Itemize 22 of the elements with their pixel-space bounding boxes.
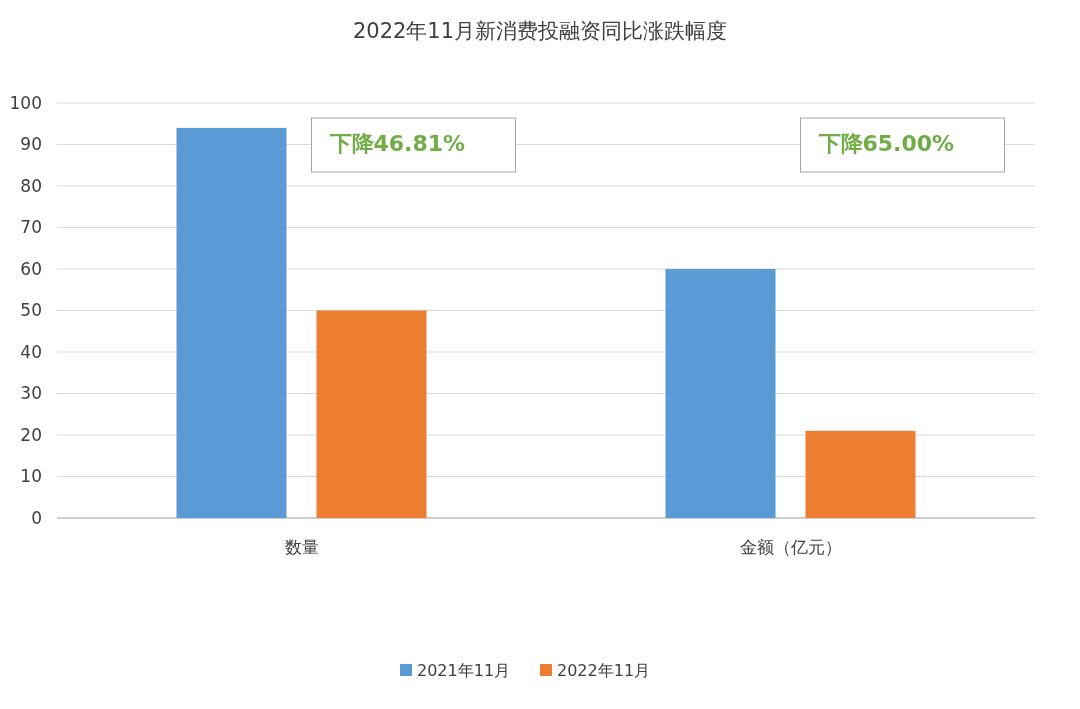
- annotation: 下降46.81%: [328, 131, 466, 156]
- annotation: 下降65.00%: [817, 131, 955, 156]
- chart-title: 2022年11月新消费投融资同比涨跌幅度: [352, 19, 728, 43]
- y-tick-label: 70: [20, 217, 42, 238]
- y-tick-label: 0: [31, 507, 42, 528]
- y-tick-label: 100: [9, 92, 42, 113]
- bar: [805, 430, 916, 518]
- y-tick-label: 50: [20, 300, 42, 321]
- bar: [665, 269, 776, 518]
- y-tick-label: 30: [20, 383, 42, 404]
- y-tick-label: 40: [20, 341, 42, 362]
- y-tick-label: 80: [20, 175, 42, 196]
- y-tick-label: 90: [20, 134, 42, 155]
- y-tick-label: 20: [20, 424, 42, 445]
- y-tick-label: 10: [20, 466, 42, 487]
- bar: [176, 127, 287, 518]
- y-tick-label: 60: [20, 258, 42, 279]
- x-tick-label: 金额（亿元）: [739, 537, 842, 557]
- legend-label: 2021年11月: [417, 660, 511, 680]
- x-tick-label: 数量: [284, 537, 319, 557]
- legend-label: 2022年11月: [557, 660, 651, 680]
- bar: [316, 310, 427, 518]
